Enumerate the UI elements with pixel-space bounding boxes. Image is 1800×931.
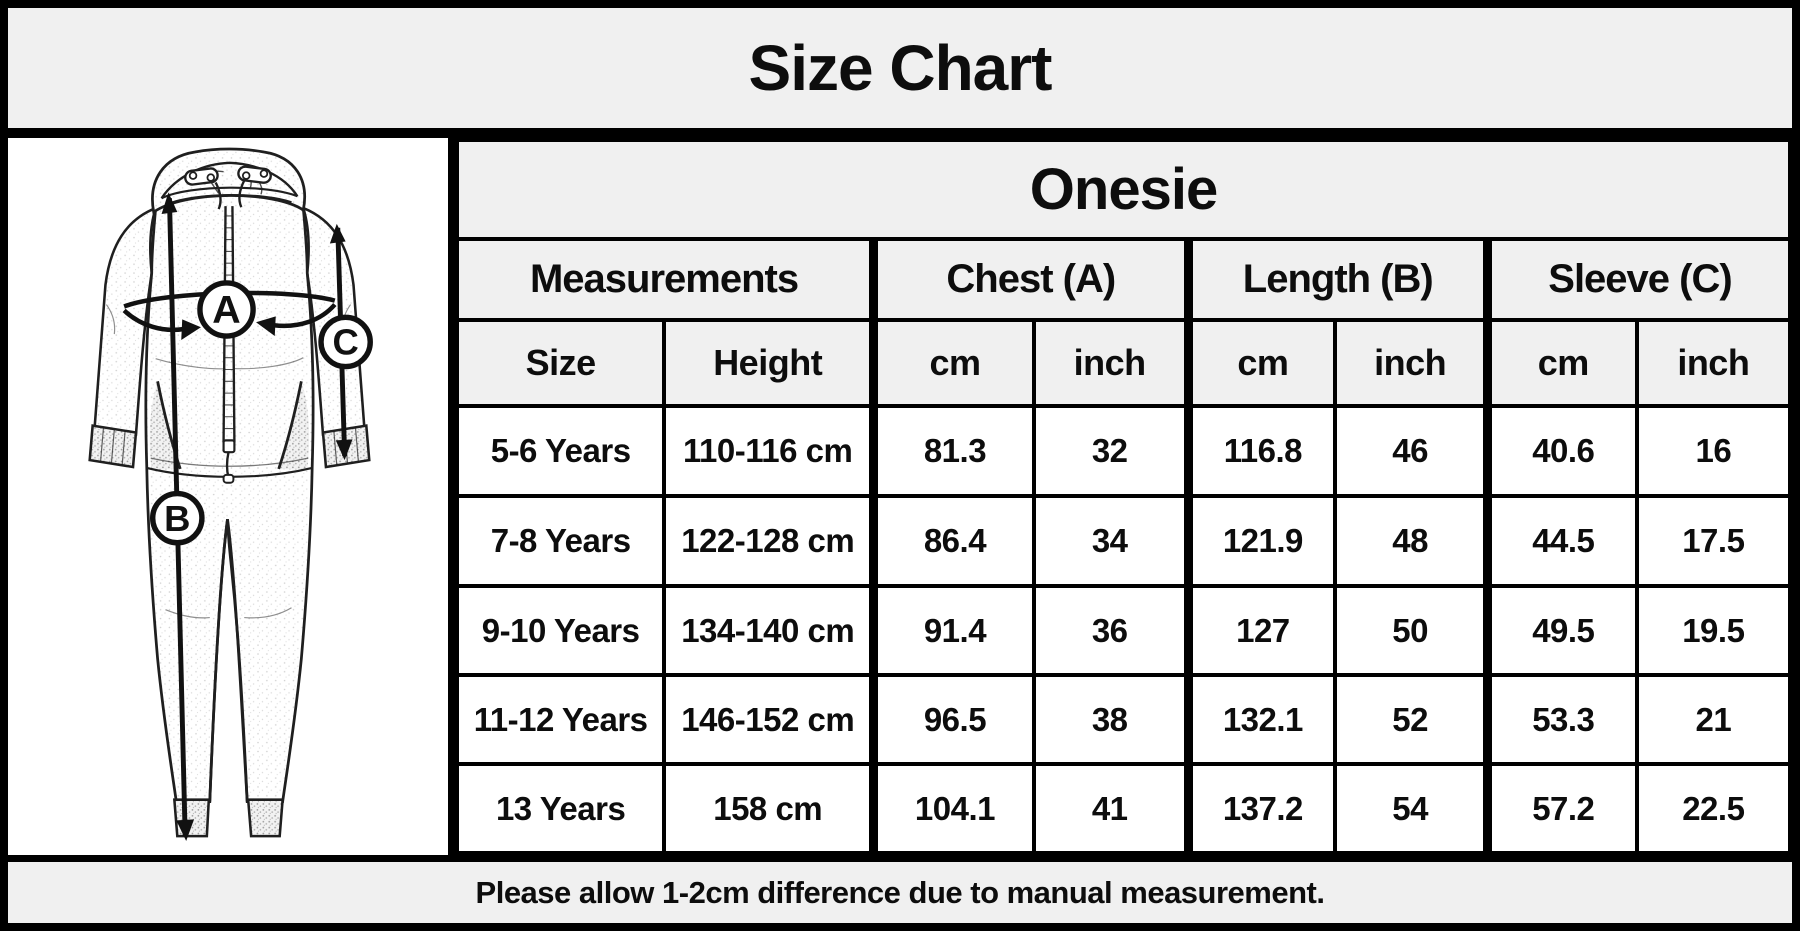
cell-chest-cm: 81.3 — [869, 404, 1036, 498]
cell-sleeve-cm: 57.2 — [1482, 762, 1639, 855]
cell-size: 13 Years — [454, 762, 667, 855]
col-header-height: Height — [662, 317, 876, 409]
cell-height: 110-116 cm — [662, 404, 876, 498]
cell-length-inch: 50 — [1333, 583, 1490, 678]
cell-height: 146-152 cm — [662, 673, 876, 767]
col-header-sleeve-cm: cm — [1482, 317, 1639, 409]
marker-c: C — [332, 322, 358, 363]
cell-length-cm: 121.9 — [1183, 493, 1338, 588]
cell-height: 122-128 cm — [662, 493, 876, 588]
cell-height: 158 cm — [662, 762, 876, 855]
cell-sleeve-inch: 21 — [1634, 673, 1792, 767]
size-table-wrap: Onesie Measurements Chest (A) Length (B)… — [454, 138, 1792, 855]
group-header-chest: Chest (A) — [869, 236, 1191, 322]
cell-sleeve-inch: 22.5 — [1634, 762, 1792, 855]
inner-leg-lines — [208, 518, 249, 802]
cell-length-cm: 127 — [1183, 583, 1338, 678]
marker-b: B — [164, 498, 190, 539]
cell-length-inch: 46 — [1333, 404, 1490, 498]
col-header-length-inch: inch — [1333, 317, 1490, 409]
onesie-diagram-panel: A B C — [8, 138, 455, 855]
marker-a: A — [212, 288, 240, 332]
cell-size: 11-12 Years — [454, 673, 667, 767]
product-title: Onesie — [455, 138, 1792, 241]
cell-length-cm: 132.1 — [1183, 673, 1338, 767]
cell-chest-inch: 41 — [1031, 762, 1191, 855]
cell-sleeve-cm: 40.6 — [1482, 404, 1639, 498]
group-header-length: Length (B) — [1183, 236, 1490, 322]
col-header-chest-cm: cm — [869, 317, 1036, 409]
main-area: A B C Onesie — [8, 138, 1792, 855]
size-table: Onesie Measurements Chest (A) Length (B)… — [454, 138, 1792, 855]
cell-chest-inch: 32 — [1031, 404, 1191, 498]
cell-chest-inch: 38 — [1031, 673, 1191, 767]
cell-size: 5-6 Years — [454, 404, 667, 498]
cell-chest-inch: 34 — [1031, 493, 1191, 588]
col-header-length-cm: cm — [1183, 317, 1338, 409]
cell-chest-cm: 104.1 — [869, 762, 1036, 855]
cell-size: 9-10 Years — [454, 583, 667, 678]
footer-note: Please allow 1-2cm difference due to man… — [475, 874, 1325, 910]
cell-height: 134-140 cm — [662, 583, 876, 678]
table-row: 11-12 Years 146-152 cm 96.5 38 132.1 52 … — [454, 673, 1792, 767]
table-row: 13 Years 158 cm 104.1 41 137.2 54 57.2 2… — [454, 762, 1792, 855]
col-header-chest-inch: inch — [1031, 317, 1191, 409]
cell-length-inch: 52 — [1333, 673, 1490, 767]
cell-sleeve-inch: 19.5 — [1634, 583, 1792, 678]
cell-chest-cm: 91.4 — [869, 583, 1036, 678]
cell-chest-cm: 86.4 — [869, 493, 1036, 588]
cell-sleeve-inch: 17.5 — [1634, 493, 1792, 588]
cell-length-cm: 116.8 — [1183, 404, 1338, 498]
group-header-measurements: Measurements — [455, 236, 876, 322]
col-header-sleeve-inch: inch — [1634, 317, 1792, 409]
cell-length-inch: 48 — [1333, 493, 1490, 588]
col-header-size: Size — [454, 317, 667, 409]
cell-length-cm: 137.2 — [1183, 762, 1338, 855]
table-row: 9-10 Years 134-140 cm 91.4 36 127 50 49.… — [454, 583, 1792, 678]
table-row: 7-8 Years 122-128 cm 86.4 34 121.9 48 44… — [454, 493, 1792, 588]
footer-band: Please allow 1-2cm difference due to man… — [8, 855, 1792, 923]
ankle-cuffs — [172, 798, 285, 838]
cell-sleeve-cm: 53.3 — [1482, 673, 1639, 767]
table-row: 5-6 Years 110-116 cm 81.3 32 116.8 46 40… — [454, 404, 1792, 498]
cell-sleeve-inch: 16 — [1634, 404, 1792, 498]
sleeve-cuffs — [88, 424, 371, 469]
cell-chest-inch: 36 — [1031, 583, 1191, 678]
drawstring-toggles — [184, 165, 272, 210]
cell-sleeve-cm: 49.5 — [1482, 583, 1639, 678]
cell-size: 7-8 Years — [454, 493, 667, 588]
onesie-sketch-icon: A B C — [88, 147, 373, 842]
page-title: Size Chart — [748, 32, 1053, 104]
cell-chest-cm: 96.5 — [869, 673, 1036, 767]
group-header-sleeve: Sleeve (C) — [1482, 236, 1792, 322]
cell-length-inch: 54 — [1333, 762, 1490, 855]
title-band: Size Chart — [8, 8, 1792, 138]
kangaroo-pockets — [149, 381, 310, 470]
cell-sleeve-cm: 44.5 — [1482, 493, 1639, 588]
marker-circles: A B C — [149, 280, 373, 546]
